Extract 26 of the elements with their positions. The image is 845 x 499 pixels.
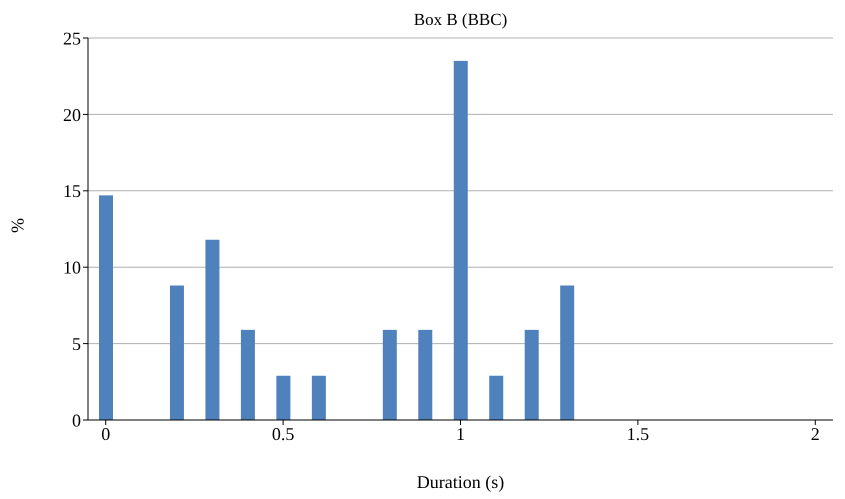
x-axis-title: Duration (s): [416, 472, 506, 493]
x-tick-label: 1: [456, 424, 465, 444]
bar: [205, 240, 220, 420]
x-tick-label: 2: [810, 424, 820, 444]
bar: [489, 376, 504, 420]
bar: [170, 286, 184, 420]
y-tick-label: 15: [63, 181, 81, 202]
y-tick-label: 0: [72, 410, 81, 430]
bar: [312, 376, 326, 420]
bar: [99, 195, 113, 420]
x-tick-label: 0: [101, 424, 110, 444]
y-axis-title: %: [8, 217, 28, 235]
bar: [276, 376, 290, 420]
bar: [524, 330, 539, 420]
y-tick-label: 5: [72, 334, 81, 354]
x-tick-label: 0.5: [272, 424, 294, 444]
bar: [382, 330, 397, 420]
y-tick-label: 10: [63, 258, 81, 278]
y-tick-label: 20: [63, 104, 81, 125]
bar: [454, 60, 468, 420]
bar: [560, 286, 574, 420]
bar: [240, 330, 255, 420]
chart-title: Box B (BBC): [412, 10, 508, 30]
bar: [418, 330, 432, 420]
y-tick-label: 25: [63, 28, 81, 48]
x-tick-label: 1.5: [626, 424, 650, 444]
